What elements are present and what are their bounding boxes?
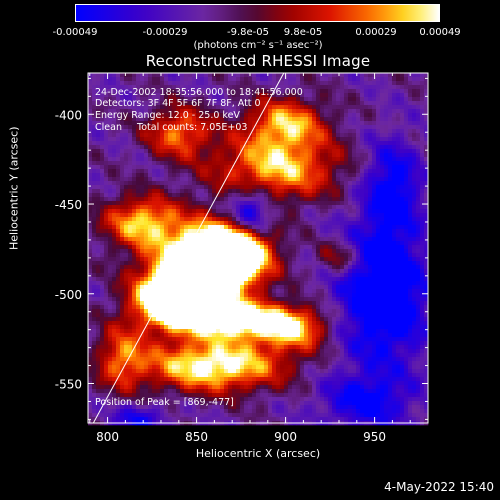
heatmap-image [88, 73, 429, 426]
annotation-method: Clean Total counts: 7.05E+03 [95, 122, 248, 133]
annotation-peak-position: Position of Peak = [869,-477] [95, 397, 234, 408]
y-tick-label: -500 [55, 288, 82, 302]
y-tick-label: -550 [55, 378, 82, 392]
colorbar [75, 4, 440, 22]
colorbar-tick-label: -0.00049 [52, 27, 98, 38]
date-stamp: 4-May-2022 15:40 [384, 480, 494, 494]
y-tick-label: -400 [55, 108, 82, 122]
chart-title: Reconstructed RHESSI Image [145, 52, 371, 70]
colorbar-tick-label: 0.00029 [355, 27, 397, 38]
colorbar-tick-label: 0.00049 [419, 27, 461, 38]
x-tick-label: 800 [96, 430, 119, 444]
colorbar-units: (photons cm⁻² s⁻¹ asec⁻²) [193, 40, 323, 51]
colorbar-tick-label: -9.8e-05 [227, 27, 269, 38]
plot-frame [87, 72, 429, 424]
annotation-energy: Energy Range: 12.0 - 25.0 keV [95, 110, 240, 121]
colorbar-tick-label: -0.00029 [142, 27, 188, 38]
y-tick-label: -450 [55, 198, 82, 212]
y-axis-label: Heliocentric Y (arcsec) [7, 126, 21, 250]
x-tick-label: 850 [185, 430, 208, 444]
annotation-detectors: Detectors: 3F 4F 5F 6F 7F 8F, Att 0 [95, 98, 261, 109]
colorbar-tick-label: 9.8e-05 [283, 27, 323, 38]
x-axis-label: Heliocentric X (arcsec) [195, 447, 321, 460]
solar-limb-line [92, 72, 285, 424]
x-tick-label: 950 [363, 430, 386, 444]
annotation-time-range: 24-Dec-2002 18:35:56.000 to 18:41:56.000 [95, 87, 303, 98]
x-tick-label: 900 [274, 430, 297, 444]
